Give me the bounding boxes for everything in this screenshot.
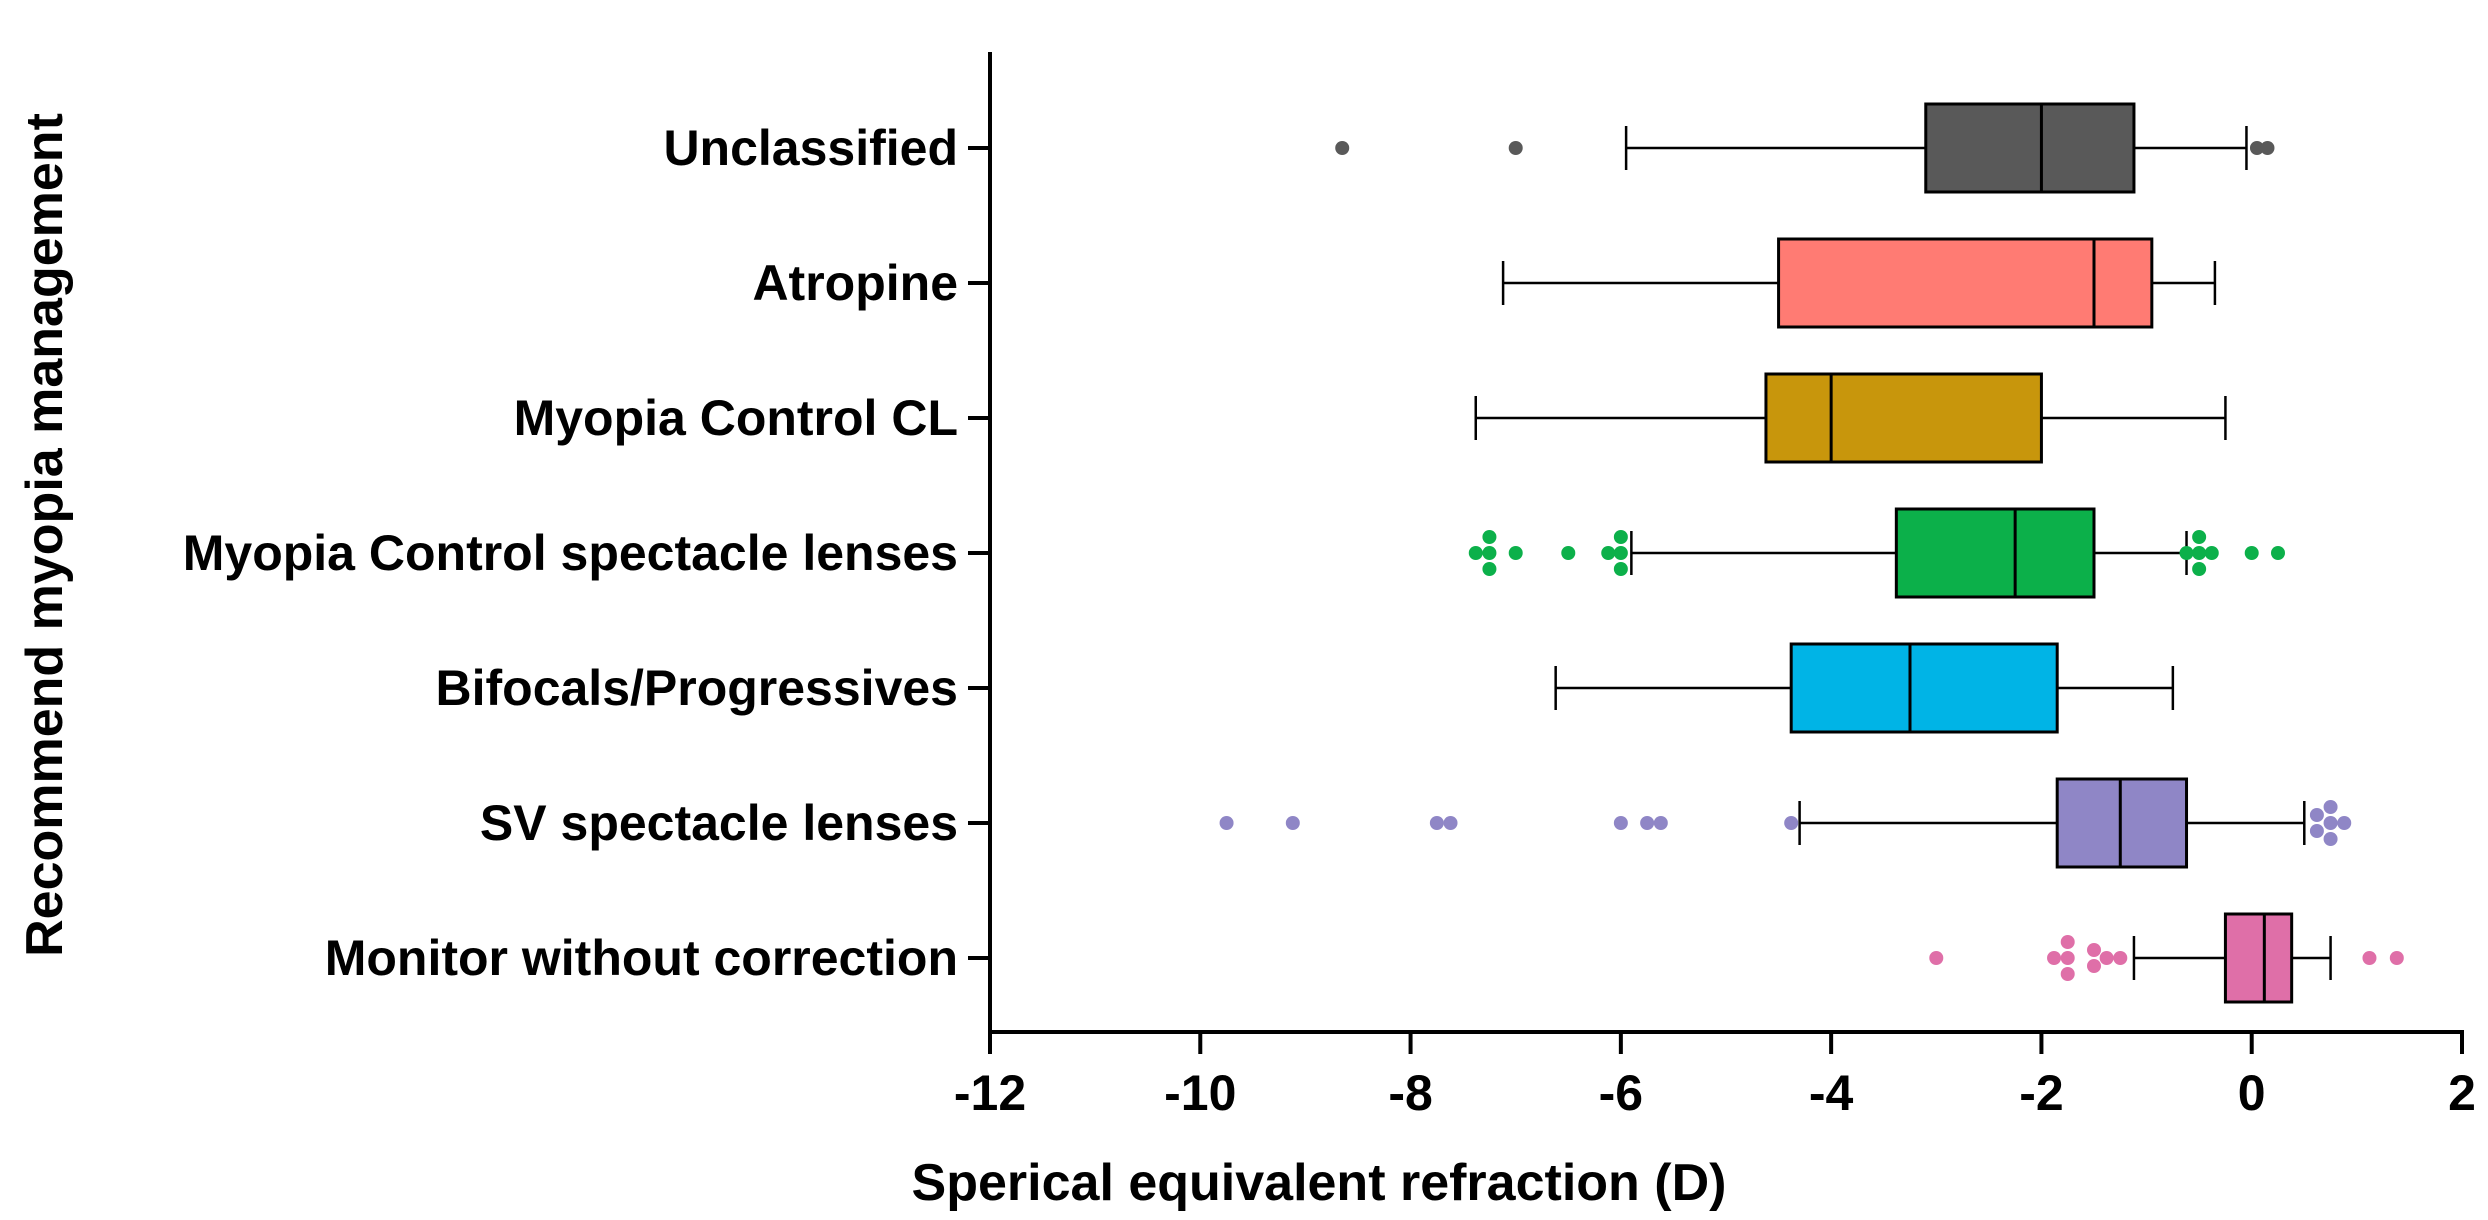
outlier-point (2362, 951, 2377, 965)
category-label: Bifocals/Progressives (436, 660, 959, 716)
x-tick-label: -8 (1388, 1065, 1432, 1121)
outlier-point (1613, 546, 1628, 560)
outlier-point (1929, 951, 1944, 965)
outlier-point (2047, 951, 2062, 965)
outlier-point (1653, 816, 1668, 830)
outlier-point (1443, 816, 1458, 830)
outlier-point (2060, 935, 2075, 949)
outlier-point (2323, 832, 2338, 846)
outlier-point (1613, 816, 1628, 830)
outlier-point (2192, 530, 2207, 544)
outlier-point (2204, 546, 2219, 560)
iqr-box (1924, 102, 2136, 194)
outlier-point (1482, 530, 1497, 544)
x-tick-label: 2 (2448, 1065, 2476, 1121)
outlier-point (1468, 546, 1483, 560)
iqr-box (1789, 642, 2059, 734)
category-label: Monitor without correction (325, 930, 958, 986)
iqr-box (1894, 507, 2096, 599)
outlier-point (1219, 816, 1234, 830)
category-label: Atropine (752, 255, 958, 311)
outlier-point (2309, 808, 2324, 822)
outlier-point (1561, 546, 1576, 560)
outlier-point (1784, 816, 1799, 830)
outlier-point (1613, 562, 1628, 576)
outlier-point (2244, 546, 2259, 560)
x-tick-label: -6 (1599, 1065, 1643, 1121)
outlier-point (2087, 943, 2101, 957)
outlier-point (1508, 546, 1523, 560)
outlier-point (2179, 546, 2194, 560)
category-label: Unclassified (663, 120, 958, 176)
outlier-point (2249, 141, 2264, 155)
outlier-point (1640, 816, 1655, 830)
x-tick-label: -2 (2019, 1065, 2063, 1121)
category-label: Myopia Control spectacle lenses (183, 525, 958, 581)
category-label: SV spectacle lenses (480, 795, 958, 851)
outlier-point (2337, 816, 2352, 830)
outlier-point (1482, 562, 1497, 576)
outlier-point (1613, 530, 1628, 544)
outlier-point (1601, 546, 1616, 560)
outlier-point (2192, 562, 2207, 576)
outlier-point (1508, 141, 1523, 155)
outlier-point (2192, 546, 2207, 560)
iqr-box (1777, 237, 2154, 329)
outlier-point (2323, 800, 2338, 814)
x-axis-title: Sperical equivalent refraction (D) (912, 1154, 1727, 1212)
outlier-point (2099, 951, 2114, 965)
outlier-point (1335, 141, 1350, 155)
outlier-point (2260, 141, 2275, 155)
x-tick-label: -10 (1164, 1065, 1236, 1121)
outlier-point (2060, 951, 2075, 965)
iqr-box (1764, 372, 2043, 464)
x-tick-label: -12 (954, 1065, 1026, 1121)
outlier-point (1482, 546, 1497, 560)
outlier-point (2323, 816, 2338, 830)
outlier-point (2087, 959, 2101, 973)
category-label: Myopia Control CL (514, 390, 958, 446)
x-tick-label: 0 (2238, 1065, 2266, 1121)
outlier-point (2271, 546, 2285, 560)
x-tick-label: -4 (1809, 1065, 1854, 1121)
outlier-point (1285, 816, 1300, 830)
iqr-box (2223, 912, 2294, 1004)
outlier-point (2309, 824, 2324, 838)
outlier-point (2389, 951, 2404, 965)
y-axis-title: Recommend myopia management (16, 113, 74, 957)
outlier-point (1429, 816, 1444, 830)
outlier-point (2113, 951, 2128, 965)
iqr-box (2055, 777, 2189, 869)
outlier-point (2060, 967, 2075, 981)
